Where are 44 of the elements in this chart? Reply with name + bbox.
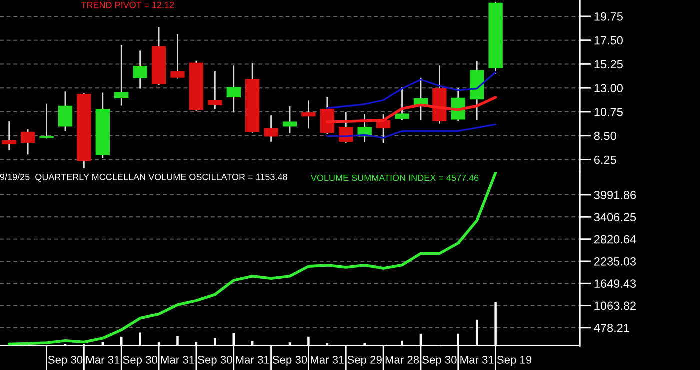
x-tick-label: Sep 30: [123, 356, 158, 366]
candlestick: [114, 44, 129, 106]
y-tick-label: 10.75: [594, 108, 623, 116]
candlestick: [170, 34, 185, 79]
y-tick-label: 15.25: [594, 60, 623, 69]
y-tick-label: 8.50: [594, 132, 616, 140]
y-tick-label: 19.75: [594, 12, 623, 21]
y-tick-label: 17.50: [594, 36, 623, 45]
y-tick-label: 13.00: [594, 84, 623, 93]
candlestick: [320, 98, 335, 134]
candlestick: [208, 72, 222, 110]
candlestick: [20, 129, 36, 155]
x-tick-label: Sep 30: [272, 356, 308, 366]
y-tick-label: 2820.64: [594, 235, 636, 244]
y-tick-label: 1063.82: [594, 302, 636, 310]
x-tick-label: Sep 30: [422, 356, 457, 366]
x-tick-label: Sep 29: [348, 356, 382, 366]
candlestick: [264, 116, 278, 142]
candlestick: [58, 92, 73, 132]
x-tick-label: Mar 31: [161, 356, 194, 364]
y-tick-label: 478.21: [594, 324, 630, 332]
candlestick: [2, 121, 16, 150]
candlestick: [40, 104, 54, 139]
candlestick: [282, 106, 298, 134]
chart-title: 9/19/25 QUARTERLY MCCLELLAN VOLUME OSCILLATOR = 1153.48: [0, 174, 288, 182]
y-tick-label: 1649.43: [594, 280, 636, 288]
x-tick-label: Mar 31: [311, 356, 344, 364]
x-tick-label: Sep 30: [48, 356, 83, 366]
x-tick-label: Sep 30: [198, 356, 232, 366]
chart-title: TREND PIVOT = 12.12: [81, 2, 174, 8]
y-tick-label: 3406.25: [594, 213, 636, 222]
candlestick: [226, 66, 241, 113]
x-tick-label: Mar 31: [460, 356, 494, 364]
y-tick-label: 2235.03: [594, 257, 636, 266]
x-tick-label: Sep 19: [497, 356, 532, 366]
candlestick: [133, 50, 148, 89]
series-label: VOLUME SUMMATION INDEX = 4577.46: [310, 174, 479, 182]
y-tick-label: 3991.86: [594, 191, 636, 200]
x-tick-label: Mar 31: [236, 356, 270, 364]
x-tick-label: Mar 31: [86, 356, 120, 364]
candlestick: [302, 100, 316, 129]
x-tick-label: Mar 28: [386, 356, 420, 364]
y-tick-label: 6.25: [594, 156, 616, 164]
candlestick: [395, 87, 410, 120]
